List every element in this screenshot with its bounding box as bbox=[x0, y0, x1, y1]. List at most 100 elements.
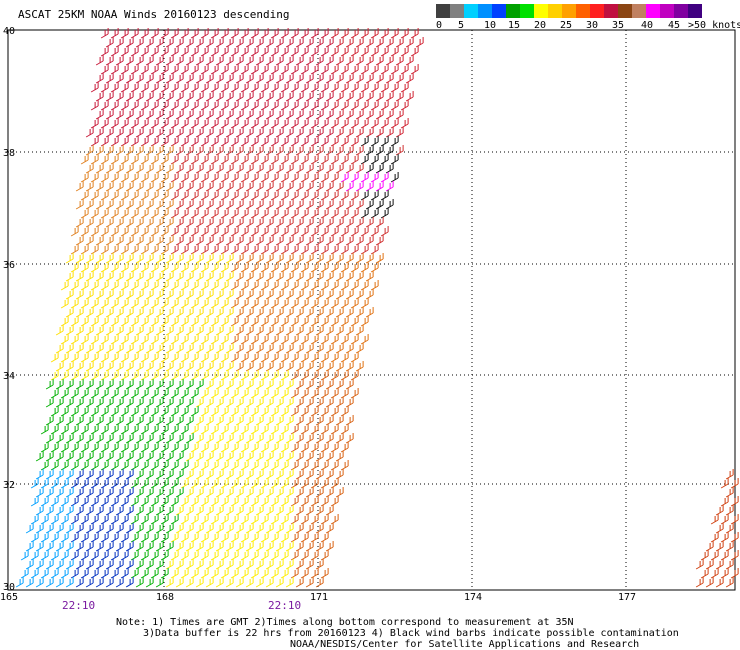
wind-barb bbox=[695, 559, 704, 570]
wind-barb bbox=[345, 379, 354, 390]
wind-barb bbox=[290, 370, 299, 381]
wind-barb bbox=[245, 415, 254, 426]
wind-barb bbox=[80, 316, 89, 327]
wind-barb bbox=[140, 550, 149, 561]
wind-barb bbox=[350, 388, 359, 399]
wind-barb bbox=[140, 190, 149, 201]
wind-barb bbox=[245, 55, 254, 66]
wind-barb bbox=[200, 388, 209, 399]
wind-barb bbox=[255, 271, 264, 282]
wind-barb bbox=[390, 172, 399, 183]
wind-barb bbox=[110, 64, 119, 75]
wind-barb bbox=[30, 514, 39, 525]
wind-barb bbox=[305, 577, 314, 588]
wind-barb bbox=[70, 532, 79, 543]
wind-barb bbox=[150, 280, 159, 291]
wind-barb bbox=[225, 163, 234, 174]
wind-barb bbox=[230, 154, 239, 165]
wind-barb bbox=[145, 73, 154, 84]
wind-barb bbox=[265, 289, 274, 300]
wind-barb bbox=[245, 253, 254, 264]
wind-barb bbox=[175, 505, 184, 516]
wind-barb bbox=[205, 109, 214, 120]
wind-barb bbox=[125, 415, 134, 426]
wind-barb bbox=[140, 370, 149, 381]
wind-barb bbox=[330, 316, 339, 327]
wind-barb bbox=[310, 136, 319, 147]
wind-barb bbox=[155, 361, 164, 372]
wind-barb bbox=[185, 289, 194, 300]
wind-barb bbox=[295, 577, 304, 588]
wind-barb bbox=[385, 37, 394, 48]
wind-barb bbox=[175, 487, 184, 498]
wind-barb bbox=[230, 352, 239, 363]
wind-barb bbox=[105, 127, 114, 138]
wind-barb bbox=[145, 379, 154, 390]
wind-barb bbox=[315, 55, 324, 66]
wind-barb bbox=[150, 442, 159, 453]
wind-barb bbox=[215, 91, 224, 102]
wind-barb bbox=[145, 145, 154, 156]
wind-barb bbox=[80, 388, 89, 399]
wind-barb bbox=[265, 379, 274, 390]
wind-barb bbox=[295, 415, 304, 426]
wind-barb bbox=[290, 550, 299, 561]
wind-barb bbox=[335, 235, 344, 246]
wind-barb bbox=[130, 514, 139, 525]
wind-barb bbox=[265, 181, 274, 192]
wind-barb bbox=[270, 460, 279, 471]
wind-barb bbox=[260, 28, 269, 39]
wind-barb bbox=[280, 136, 289, 147]
wind-barb bbox=[260, 550, 269, 561]
wind-barb bbox=[315, 433, 324, 444]
wind-barb bbox=[260, 100, 269, 111]
wind-barb bbox=[205, 145, 214, 156]
wind-barb bbox=[310, 100, 319, 111]
wind-barb bbox=[175, 559, 184, 570]
wind-barb bbox=[310, 460, 319, 471]
wind-barb bbox=[115, 451, 124, 462]
wind-barb bbox=[235, 199, 244, 210]
wind-barb bbox=[265, 559, 274, 570]
wind-barb bbox=[130, 550, 139, 561]
wind-barb bbox=[215, 217, 224, 228]
wind-barb bbox=[345, 127, 354, 138]
wind-barb bbox=[320, 82, 329, 93]
wind-barb bbox=[80, 550, 89, 561]
wind-barb bbox=[75, 343, 84, 354]
wind-barb bbox=[265, 235, 274, 246]
wind-barb bbox=[135, 37, 144, 48]
wind-barb bbox=[230, 136, 239, 147]
wind-barb bbox=[275, 433, 284, 444]
wind-barb bbox=[230, 370, 239, 381]
wind-barb bbox=[150, 298, 159, 309]
wind-barb bbox=[140, 568, 149, 579]
wind-barb bbox=[140, 334, 149, 345]
wind-barb bbox=[705, 559, 714, 570]
wind-barb bbox=[195, 127, 204, 138]
wind-barb bbox=[410, 46, 419, 57]
wind-barbs bbox=[15, 28, 739, 588]
wind-barb bbox=[300, 208, 309, 219]
wind-barb bbox=[210, 100, 219, 111]
wind-barb bbox=[145, 55, 154, 66]
wind-barb bbox=[295, 217, 304, 228]
wind-barb bbox=[300, 100, 309, 111]
wind-barb bbox=[270, 424, 279, 435]
wind-barb bbox=[185, 541, 194, 552]
wind-barb bbox=[300, 82, 309, 93]
wind-barb bbox=[375, 217, 384, 228]
wind-barb bbox=[230, 388, 239, 399]
wind-barb bbox=[100, 406, 109, 417]
wind-speed-legend: 0 5 10 15 20 25 30 35 40 45 >50 knots bbox=[436, 4, 740, 32]
wind-barb bbox=[275, 343, 284, 354]
wind-barb bbox=[715, 577, 724, 588]
wind-barb bbox=[315, 253, 324, 264]
wind-barb bbox=[140, 82, 149, 93]
wind-barb bbox=[105, 307, 114, 318]
wind-barb bbox=[135, 199, 144, 210]
wind-barb bbox=[215, 577, 224, 588]
wind-barb bbox=[300, 46, 309, 57]
wind-barb bbox=[330, 478, 339, 489]
wind-barb bbox=[340, 352, 349, 363]
